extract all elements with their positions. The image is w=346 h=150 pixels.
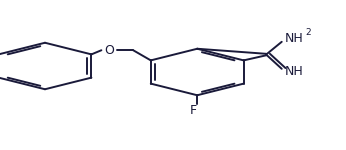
Text: O: O	[104, 44, 114, 57]
Text: NH: NH	[285, 65, 304, 78]
Text: 2: 2	[305, 28, 311, 37]
Text: F: F	[190, 104, 197, 117]
Text: NH: NH	[285, 32, 304, 45]
